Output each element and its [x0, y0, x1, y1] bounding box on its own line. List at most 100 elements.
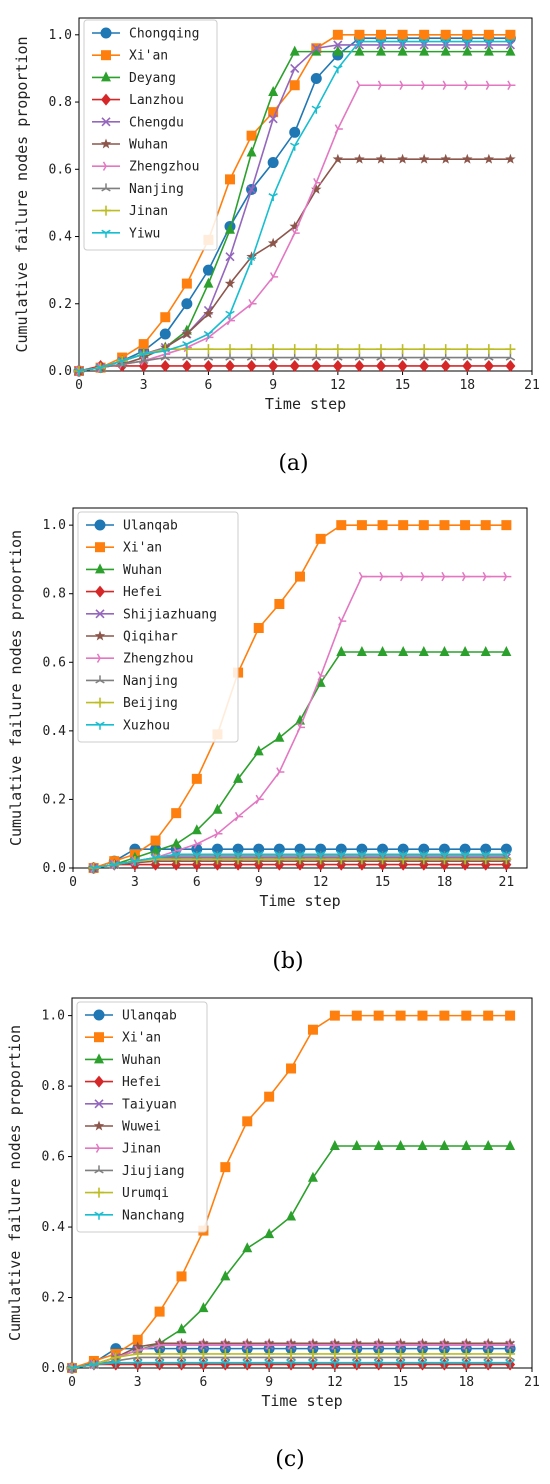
data-point [333, 65, 343, 74]
data-point [376, 45, 386, 56]
data-point [233, 772, 244, 783]
data-point [225, 252, 235, 262]
data-point [505, 38, 516, 47]
data-point [220, 1337, 231, 1348]
legend-marker [94, 519, 106, 531]
data-point [274, 731, 285, 742]
legend-label: Jinan [122, 1142, 161, 1157]
series-wuwei [66, 1337, 516, 1373]
data-point [440, 45, 451, 56]
data-point [461, 1337, 472, 1348]
data-point [334, 124, 343, 134]
data-point [373, 1337, 384, 1348]
data-point [160, 312, 171, 323]
legend-marker [94, 630, 106, 641]
x-axis-label: Time step [261, 1392, 342, 1410]
data-point [395, 1348, 406, 1359]
data-point [397, 344, 408, 355]
data-point [191, 824, 202, 835]
data-point [95, 364, 106, 373]
data-point [460, 851, 470, 860]
series-beijing [88, 854, 512, 873]
legend-marker [101, 50, 111, 61]
data-point [354, 45, 365, 56]
legend-label: Qiqihar [123, 630, 178, 645]
data-point [132, 1341, 143, 1352]
data-point [203, 308, 214, 319]
legend-marker [96, 653, 105, 663]
data-point [400, 571, 409, 582]
x-tick-label: 3 [134, 1375, 142, 1390]
data-point [246, 146, 257, 157]
data-point [191, 773, 202, 784]
data-point [397, 1340, 406, 1350]
legend-label: Deyang [129, 71, 176, 86]
legend-marker [94, 1187, 104, 1198]
data-point [507, 80, 516, 90]
data-point [268, 344, 279, 355]
legend-marker [102, 161, 111, 171]
data-point [286, 1063, 297, 1074]
legend-label: Wuhan [129, 138, 168, 153]
data-point [330, 1359, 340, 1368]
data-point [460, 646, 471, 656]
y-tick-label: 0.2 [43, 792, 66, 807]
data-point [377, 851, 388, 860]
panel-2: 0 3 6 9 12 15 18 21 0.0 0.2 0.4 0.6 0.8 1.0 Time step C… [7, 507, 528, 974]
data-point [463, 1340, 472, 1350]
data-point [225, 344, 235, 355]
x-tick-label: 18 [458, 1375, 474, 1390]
data-point [329, 1140, 340, 1150]
data-point [418, 153, 430, 164]
data-point [233, 851, 243, 860]
data-point [332, 29, 343, 40]
legend-label: Zhengzhou [129, 160, 199, 175]
data-point [439, 520, 450, 531]
panel-caption: (a) [278, 451, 308, 476]
data-point [133, 1359, 143, 1368]
data-point [132, 1334, 143, 1345]
data-point [274, 599, 285, 609]
data-point [461, 1348, 472, 1359]
data-point [307, 1024, 318, 1035]
data-point [220, 1270, 231, 1281]
data-point [483, 1348, 494, 1359]
data-point [311, 43, 321, 53]
series-zhengzhou [75, 80, 516, 376]
data-point [480, 520, 491, 531]
data-point [160, 347, 170, 356]
y-tick-label: 0.8 [43, 587, 66, 602]
data-point [464, 80, 473, 90]
legend-marker [95, 721, 105, 730]
data-point [291, 228, 300, 238]
data-point [482, 1337, 494, 1348]
legend-label: Chongqing [129, 27, 199, 42]
data-point [353, 1340, 362, 1350]
data-point [130, 857, 140, 867]
legend-label: Hefei [122, 1075, 161, 1090]
legend: Ulanqab Xi'an Wuhan Hefei Shijiazhuang Qiqiha… [77, 511, 239, 743]
x-tick-label: 12 [327, 1375, 343, 1390]
data-point [373, 1359, 384, 1368]
data-point [139, 351, 149, 360]
data-point [397, 45, 408, 56]
data-point [268, 193, 278, 202]
data-point [420, 80, 430, 90]
data-point [150, 835, 161, 846]
data-point [132, 1348, 143, 1359]
data-point [138, 339, 149, 350]
series-wuhan [88, 646, 512, 872]
legend-marker [101, 229, 111, 238]
data-point [356, 80, 365, 90]
data-point [439, 1140, 450, 1150]
data-point [193, 839, 202, 849]
legend-label: Xi'an [123, 541, 162, 556]
y-tick-label: 0.6 [42, 1150, 65, 1165]
data-point [156, 1340, 165, 1350]
data-point [377, 520, 388, 531]
data-point [246, 359, 257, 372]
data-point [67, 1364, 77, 1373]
data-point [246, 256, 257, 266]
data-point [483, 1140, 494, 1150]
data-point [264, 1348, 275, 1359]
